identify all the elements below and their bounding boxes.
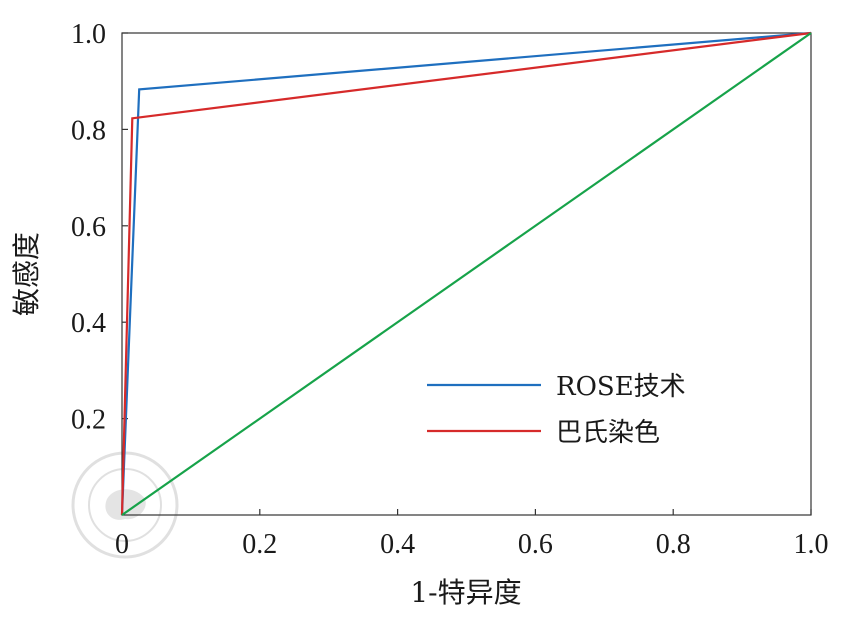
x-tick-label: 1.0: [794, 529, 829, 560]
y-tick-label: 0.4: [71, 308, 106, 339]
x-tick-label: 0.2: [242, 529, 277, 560]
reference-diagonal-line: [121, 32, 812, 516]
x-tick-label: 0: [115, 529, 129, 560]
legend-label: 巴氏染色: [556, 418, 660, 448]
y-tick-label: 1.0: [71, 19, 106, 50]
y-tick-label: 0.2: [71, 405, 106, 436]
x-axis-title: 1-特异度: [410, 576, 521, 609]
y-axis-title: 敏感度: [10, 232, 43, 316]
series-line-2: [120, 31, 812, 516]
y-tick-label: 0.8: [71, 115, 106, 146]
legend-label: ROSE技术: [556, 372, 686, 402]
x-tick-label: 0.6: [518, 529, 553, 560]
x-tick-label: 0.8: [656, 529, 691, 560]
series-line-1: [120, 31, 812, 516]
plot-frame: [121, 32, 812, 516]
axis-tick-labels: 0 0.2 0.4 0.6 0.8 1.0 0.2 0.4 0.6 0.8 1.0: [71, 19, 829, 560]
y-tick-label: 0.6: [71, 212, 106, 243]
series-lines: [120, 31, 812, 516]
x-tick-label: 0.4: [380, 529, 415, 560]
